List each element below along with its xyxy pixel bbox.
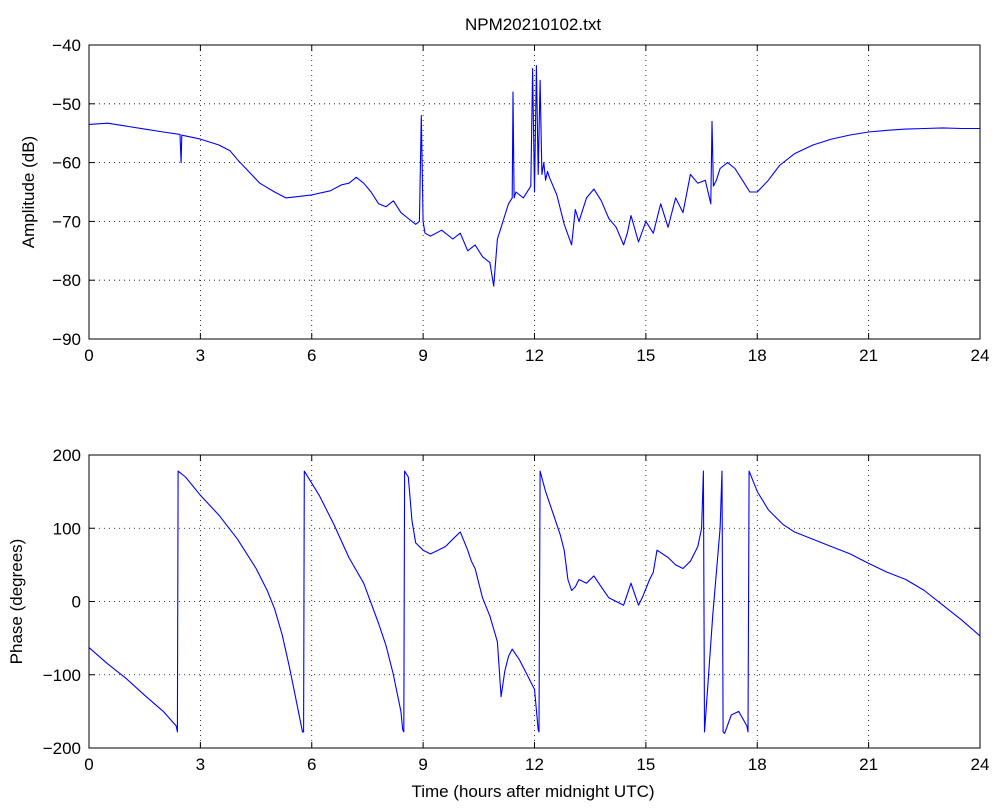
figure-title: NPM20210102.txt [465,15,601,34]
y-tick-label: −90 [52,330,81,349]
phase-panel: 0 3 6 9 12 15 18 21 24 −200 −100 0 100 200 Phase (deg… [7,446,989,774]
x-tick-label: 18 [748,755,767,774]
x-tick-label: 9 [418,755,427,774]
figure-xlabel: Time (hours after midnight UTC) [411,782,654,801]
y-tick-label: −80 [52,271,81,290]
x-tick-label: 9 [418,346,427,365]
phase-grid [89,455,980,748]
phase-series [88,470,981,734]
x-tick-label: 0 [84,755,93,774]
x-tick-label: 15 [636,755,655,774]
x-tick-label: 3 [196,346,205,365]
x-tick-label: 6 [307,346,316,365]
x-tick-label: 21 [859,346,878,365]
x-tick-label: 18 [748,346,767,365]
y-tick-label: −100 [43,666,81,685]
y-tick-label: 200 [53,446,81,465]
phase-ticks: 0 3 6 9 12 15 18 21 24 −200 −100 0 100 200 [43,446,990,774]
y-tick-label: 0 [72,593,81,612]
y-tick-label: −200 [43,739,81,758]
amplitude-ylabel: Amplitude (dB) [19,136,38,248]
phase-axes-frame [88,454,981,749]
x-tick-label: 24 [971,755,990,774]
series-line [88,65,980,287]
x-tick-label: 21 [859,755,878,774]
x-tick-label: 3 [196,755,205,774]
y-tick-label: 100 [53,519,81,538]
y-tick-label: −50 [52,95,81,114]
series-line [88,470,981,734]
y-tick-label: −70 [52,212,81,231]
amplitude-panel: 0 3 6 9 12 15 18 21 24 −90 −80 −70 −60 −50 −40 Amplitu… [19,36,989,365]
x-tick-label: 6 [307,755,316,774]
amplitude-axes-frame [88,44,981,340]
x-tick-label: 24 [971,346,990,365]
x-tick-label: 12 [525,755,544,774]
x-tick-label: 0 [84,346,93,365]
phase-ylabel: Phase (degrees) [7,539,26,665]
y-tick-label: −40 [52,36,81,55]
x-tick-label: 12 [525,346,544,365]
amplitude-ticks: 0 3 6 9 12 15 18 21 24 −90 −80 −70 −60 −50 −40 [52,36,989,365]
x-tick-label: 15 [636,346,655,365]
y-tick-label: −60 [52,154,81,173]
amplitude-series [88,65,980,287]
